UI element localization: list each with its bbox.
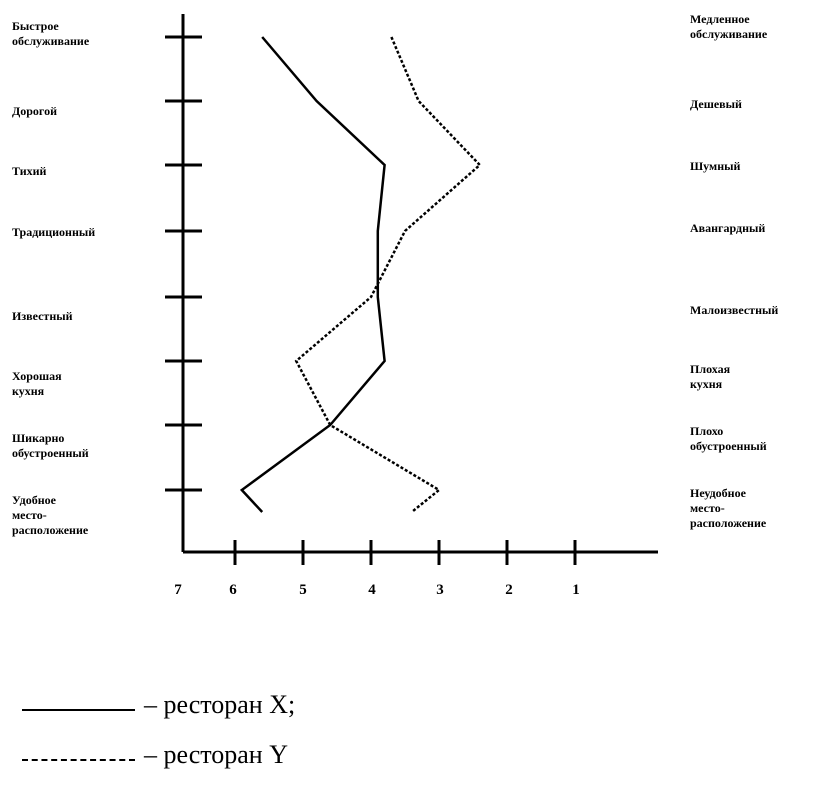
right-attribute-label: Плохая кухня (690, 362, 731, 391)
x-tick-label: 7 (174, 582, 182, 598)
x-tick-label: 2 (505, 582, 513, 598)
left-attribute-label: Известный (12, 309, 73, 323)
right-attribute-label: Малоизвестный (690, 303, 778, 317)
left-attribute-label: Тихий (12, 164, 47, 178)
series-line-restaurant-x (239, 36, 386, 513)
axes (165, 14, 658, 565)
x-tick-label: 5 (299, 582, 307, 598)
right-attribute-label: Дешевый (690, 97, 742, 111)
dashed-line-sample (22, 759, 135, 761)
right-attribute-labels: Медленное обслуживание Дешевый Шумный Аванга… (690, 12, 778, 530)
legend-item-restaurant-x: – ресторан X; (22, 688, 522, 728)
series-line-restaurant-y (294, 36, 482, 513)
x-tick-label: 3 (436, 582, 444, 598)
solid-line-sample (22, 709, 135, 711)
legend-item-restaurant-y: – ресторан Y (22, 738, 522, 778)
left-attribute-label: Быстрое обслуживание (12, 19, 90, 48)
left-attribute-label: Дорогой (12, 104, 57, 118)
legend-label-y: – ресторан Y (144, 740, 288, 769)
left-attribute-label: Шикарно обустроенный (12, 431, 89, 460)
left-attribute-label: Традиционный (12, 225, 95, 239)
semantic-differential-chart: Быстрое обслуживание Дорогой Тихий Традицион… (12, 12, 778, 598)
left-attribute-label: Удобное место-расположение (12, 493, 89, 537)
right-attribute-label: Неудобное место-расположение (690, 486, 767, 530)
x-tick-label: 6 (229, 582, 237, 598)
series-lines (239, 36, 482, 513)
right-attribute-label: Авангардный (690, 221, 765, 235)
x-tick-labels: 7 6 5 4 3 2 1 (174, 582, 580, 598)
right-attribute-label: Плохо обустроенный (690, 424, 767, 453)
left-attribute-label: Хорошая кухня (12, 369, 62, 398)
right-attribute-label: Шумный (690, 159, 740, 173)
legend-label-x: – ресторан X; (144, 690, 296, 719)
left-attribute-labels: Быстрое обслуживание Дорогой Тихий Традицион… (12, 19, 95, 537)
x-tick-label: 1 (572, 582, 580, 598)
right-attribute-label: Медленное обслуживание (690, 12, 768, 41)
x-tick-label: 4 (368, 582, 376, 598)
